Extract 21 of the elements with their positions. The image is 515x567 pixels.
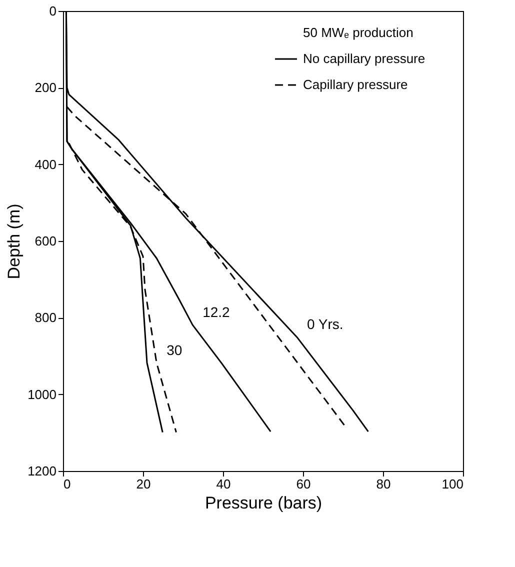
legend-label: No capillary pressure <box>303 51 426 66</box>
y-tick-label: 200 <box>34 80 56 96</box>
legend-title: 50 MWₑ production <box>303 25 414 40</box>
x-tick-label: 0 <box>64 476 71 492</box>
y-tick-label: 600 <box>34 234 56 248</box>
x-axis-title: Pressure (bars) <box>204 494 322 512</box>
y-axis-title: Depth (m) <box>4 204 24 280</box>
y-tick-label: 1000 <box>28 386 56 402</box>
y-tick-label: 400 <box>34 156 56 172</box>
y-tick-label: 1200 <box>28 464 56 478</box>
x-tick-label: 40 <box>216 476 231 492</box>
x-tick-label: 60 <box>296 476 311 492</box>
x-tick-label: 20 <box>136 476 151 492</box>
x-tick-label: 80 <box>376 476 391 492</box>
y-tick-label: 800 <box>34 310 56 326</box>
annotation: 12.2 <box>202 304 230 320</box>
y-tick-label: 0 <box>49 4 56 18</box>
legend-label: Capillary pressure <box>303 77 408 92</box>
annotation: 0 Yrs. <box>307 316 344 332</box>
x-tick-label: 100 <box>442 476 464 492</box>
annotation: 30 <box>166 342 182 358</box>
